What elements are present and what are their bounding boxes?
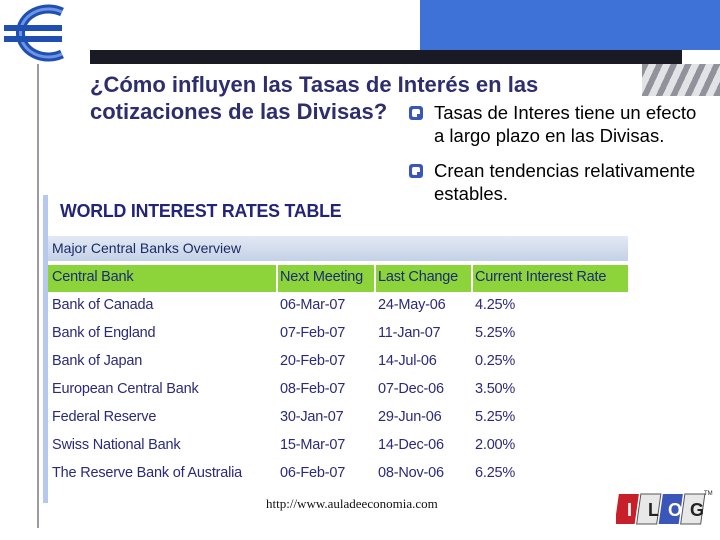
next-meeting: 30-Jan-07 — [280, 409, 344, 425]
table-overview-row: Major Central Banks Overview — [48, 236, 628, 261]
ilog-logo: I L O G TM — [616, 491, 713, 525]
column-divider — [374, 265, 376, 485]
left-rule — [37, 64, 39, 528]
top-blue-band — [420, 0, 720, 50]
bank-name: European Central Bank — [52, 381, 199, 397]
last-change: 29-Jun-06 — [378, 409, 442, 425]
logo-letter-l: L — [636, 493, 662, 525]
table-row: Federal Reserve 30-Jan-07 29-Jun-06 5.25… — [48, 405, 628, 433]
last-change: 08-Nov-06 — [378, 465, 444, 481]
bullet-item: Tasas de Interes tiene un efecto a largo… — [406, 101, 706, 147]
table-header-row: Central Bank Next Meeting Last Change Cu… — [48, 265, 628, 292]
svg-text:L: L — [648, 500, 659, 520]
interest-rates-table: WORLD INTEREST RATES TABLE Major Central… — [48, 196, 632, 486]
current-rate: 4.25% — [475, 297, 516, 313]
svg-text:O: O — [668, 500, 682, 520]
next-meeting: 20-Feb-07 — [280, 353, 346, 369]
bullet-list: Tasas de Interes tiene un efecto a largo… — [406, 101, 706, 217]
last-change: 24-May-06 — [378, 297, 446, 313]
bullet-text: Crean tendencias relativamente estables. — [434, 160, 696, 204]
column-header: Current Interest Rate — [475, 269, 607, 285]
next-meeting: 07-Feb-07 — [280, 325, 346, 341]
table-row: Bank of Japan 20-Feb-07 14-Jul-06 0.25% — [48, 349, 628, 377]
bank-name: Swiss National Bank — [52, 437, 181, 453]
trademark: TM — [704, 491, 713, 497]
last-change: 07-Dec-06 — [378, 381, 444, 397]
current-rate: 0.25% — [475, 353, 516, 369]
column-header: Next Meeting — [280, 269, 364, 285]
title-line-2: cotizaciones de las Divisas? — [90, 99, 388, 124]
column-header: Central Bank — [52, 269, 134, 285]
column-divider — [276, 265, 278, 485]
page-title: ¿Cómo influyen las Tasas de Interés en l… — [90, 71, 690, 125]
bullet-item: Crean tendencias relativamente estables. — [406, 159, 706, 205]
next-meeting: 15-Mar-07 — [280, 437, 346, 453]
logo-letter-i: I — [616, 494, 639, 524]
table-row: Swiss National Bank 15-Mar-07 14-Dec-06 … — [48, 433, 628, 461]
last-change: 11-Jan-07 — [378, 325, 441, 341]
corner-decoration — [642, 64, 720, 96]
svg-text:I: I — [627, 500, 632, 520]
table-row: Bank of England 07-Feb-07 11-Jan-07 5.25… — [48, 321, 628, 349]
bank-name: Bank of England — [52, 325, 156, 341]
current-rate: 3.50% — [475, 381, 516, 397]
title-line-1: ¿Cómo influyen las Tasas de Interés en l… — [90, 72, 539, 97]
column-header: Last Change — [378, 269, 459, 285]
logo-letter-g: G — [680, 493, 706, 525]
table-row: European Central Bank 08-Feb-07 07-Dec-0… — [48, 377, 628, 405]
bank-name: Bank of Japan — [52, 353, 143, 369]
column-divider — [471, 265, 473, 485]
current-rate: 5.25% — [475, 409, 516, 425]
next-meeting: 08-Feb-07 — [280, 381, 346, 397]
current-rate: 2.00% — [475, 437, 516, 453]
bullet-text: Tasas de Interes tiene un efecto a largo… — [434, 102, 697, 146]
table-row: Bank of Canada 06-Mar-07 24-May-06 4.25% — [48, 293, 628, 321]
logo-letter-o: O — [658, 494, 683, 524]
euro-icon — [4, 4, 64, 62]
table-row: The Reserve Bank of Australia 06-Feb-07 … — [48, 461, 628, 489]
bank-name: Bank of Canada — [52, 297, 154, 313]
bullet-icon — [409, 106, 423, 120]
current-rate: 6.25% — [475, 465, 516, 481]
svg-text:G: G — [690, 500, 704, 520]
next-meeting: 06-Mar-07 — [280, 297, 346, 313]
last-change: 14-Dec-06 — [378, 437, 444, 453]
table-heading: WORLD INTEREST RATES TABLE — [60, 200, 342, 221]
next-meeting: 06-Feb-07 — [280, 465, 346, 481]
bank-name: Federal Reserve — [52, 409, 157, 425]
current-rate: 5.25% — [475, 325, 516, 341]
last-change: 14-Jul-06 — [378, 353, 437, 369]
bank-name: The Reserve Bank of Australia — [52, 465, 243, 481]
left-accent-bar — [43, 195, 48, 503]
top-dark-band — [90, 50, 682, 64]
source-url: http://www.auladeeconomia.com — [266, 496, 438, 511]
bullet-icon — [409, 164, 423, 178]
